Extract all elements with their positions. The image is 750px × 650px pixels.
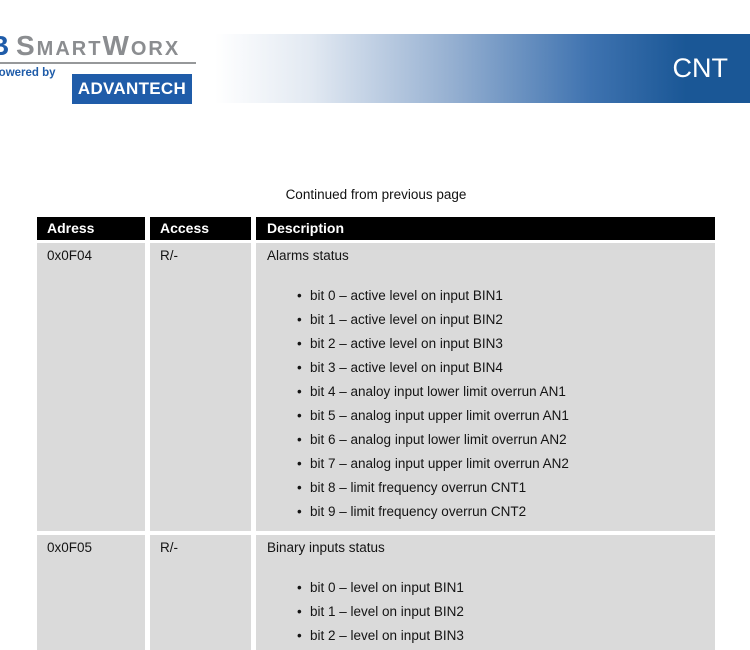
- description-title: Binary inputs status: [267, 540, 385, 555]
- advantech-logo-text: ADVANTECH: [77, 79, 187, 98]
- bullet-item: bit 0 – active level on input BIN1: [297, 284, 715, 308]
- column-header-description: Description: [256, 217, 715, 240]
- access-cell: R/-: [150, 243, 251, 531]
- bullet-item: bit 1 – level on input BIN2: [297, 600, 715, 624]
- bullet-item: bit 0 – level on input BIN1: [297, 576, 715, 600]
- address-cell: 0x0F05: [37, 535, 145, 650]
- bullet-item: bit 3 – level on input BIN4: [297, 648, 715, 650]
- bullet-item: bit 2 – active level on input BIN3: [297, 332, 715, 356]
- register-table: Adress Access Description 0x0F04 R/- Ala…: [37, 217, 715, 650]
- chapter-banner-label: CNT: [672, 53, 729, 83]
- address-cell: 0x0F04: [37, 243, 145, 531]
- description-cell: Alarms status bit 0 – active level on in…: [256, 243, 715, 531]
- powered-by-label: Powered by: [0, 67, 56, 79]
- table-body: 0x0F04 R/- Alarms status bit 0 – active …: [37, 243, 715, 650]
- column-header-address: Adress: [37, 217, 145, 240]
- bullet-item: bit 6 – analog input lower limit overrun…: [297, 428, 715, 452]
- advantech-logo: ADVANTECH: [72, 74, 192, 104]
- table-row: 0x0F05 R/- Binary inputs status bit 0 – …: [37, 535, 715, 650]
- brand-divider-rule: [0, 62, 196, 64]
- bullet-item: bit 8 – limit frequency overrun CNT1: [297, 476, 715, 500]
- table-header-row: Adress Access Description: [37, 217, 715, 240]
- bullet-item: bit 9 – limit frequency overrun CNT2: [297, 500, 715, 524]
- table-row: 0x0F04 R/- Alarms status bit 0 – active …: [37, 243, 715, 531]
- column-header-access: Access: [150, 217, 251, 240]
- bullet-item: bit 2 – level on input BIN3: [297, 624, 715, 648]
- chapter-banner: CNT: [215, 34, 750, 103]
- bullet-item: bit 4 – analoy input lower limit overrun…: [297, 380, 715, 404]
- bullet-item: bit 7 – analog input upper limit overrun…: [297, 452, 715, 476]
- description-title: Alarms status: [267, 248, 349, 263]
- continued-note: Continued from previous page: [285, 187, 467, 202]
- bullet-list: bit 0 – active level on input BIN1bit 1 …: [267, 284, 715, 524]
- description-cell: Binary inputs status bit 0 – level on in…: [256, 535, 715, 650]
- brand-partial-letter: B: [0, 30, 9, 62]
- bullet-list: bit 0 – level on input BIN1bit 1 – level…: [267, 576, 715, 650]
- bullet-item: bit 3 – active level on input BIN4: [297, 356, 715, 380]
- access-cell: R/-: [150, 535, 251, 650]
- bullet-item: bit 1 – active level on input BIN2: [297, 308, 715, 332]
- bullet-item: bit 5 – analog input upper limit overrun…: [297, 404, 715, 428]
- brand-smartworx-wordmark: SmartWorx: [16, 30, 181, 61]
